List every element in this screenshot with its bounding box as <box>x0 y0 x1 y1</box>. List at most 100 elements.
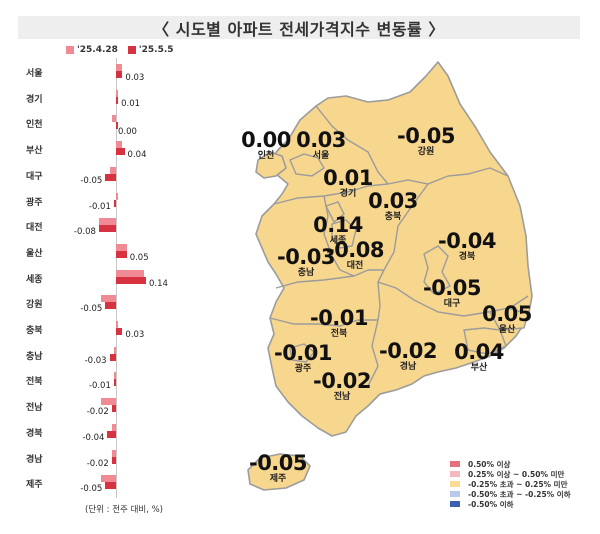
region-value: -0.05 <box>248 451 308 475</box>
bar-prev <box>116 243 127 251</box>
bar-curr <box>116 250 127 258</box>
map-region-대구: -0.05 대구 <box>423 278 482 310</box>
bar-curr <box>109 353 116 361</box>
bar-row: 대전 -0.08 <box>0 218 220 244</box>
category-label: 광주 <box>26 197 43 208</box>
bar-row: 세종 0.14 <box>0 269 220 296</box>
map-region-서울: 0.03 서울 <box>296 130 346 162</box>
value-label: -0.05 <box>80 304 103 315</box>
bar-row: 경기 0.01 <box>0 89 220 116</box>
legend-label: 0.50% 이상 <box>468 459 511 469</box>
value-label: -0.01 <box>88 201 111 212</box>
map-legend-item: 0.25% 이상 ~ 0.50% 미만 <box>450 469 571 479</box>
bar-prev <box>111 115 116 123</box>
bar-prev <box>101 295 116 303</box>
bar-prev <box>116 269 144 277</box>
region-value: -0.05 <box>396 124 456 148</box>
bar-prev <box>111 449 116 457</box>
bar-curr <box>113 379 116 387</box>
category-label: 경남 <box>26 454 43 465</box>
bar-prev <box>113 346 116 354</box>
map-legend-item: -0.50% 이하 <box>450 499 571 509</box>
legend-label: '25.4.28 <box>77 45 118 55</box>
bar-row: 울산 0.05 <box>0 243 220 270</box>
bar-curr <box>111 405 116 413</box>
korea-map: 0.00 인천 0.03 서울 -0.05 강원 0.01 경기 0.03 충북 0.14 세종 -0.… <box>228 56 568 496</box>
map-region-경기: 0.01 경기 <box>323 168 373 200</box>
category-label: 세종 <box>26 274 43 285</box>
legend-item-prev-week: '25.4.28 <box>66 45 118 55</box>
map-region-세종: 0.14 세종 <box>313 215 363 247</box>
map-legend: 0.50% 이상 0.25% 이상 ~ 0.50% 미만 -0.25% 초과 ~ 0… <box>450 459 571 509</box>
legend-item-this-week: '25.5.5 <box>127 45 174 55</box>
region-value: -0.03 <box>276 245 336 269</box>
category-label: 충남 <box>26 351 43 362</box>
bar-prev <box>111 423 116 431</box>
legend-label: -0.25% 초과 ~ 0.25% 미만 <box>468 479 568 489</box>
map-region-전남: -0.02 전남 <box>312 369 372 403</box>
map-region-충남: -0.03 충남 <box>276 245 336 279</box>
value-label: 0.05 <box>129 252 149 263</box>
category-label: 대전 <box>26 223 43 234</box>
legend-swatch <box>450 481 460 487</box>
value-label: 0.01 <box>121 98 141 109</box>
legend-label: '25.5.5 <box>138 45 174 55</box>
region-name: 대전 <box>346 261 364 271</box>
category-label: 강원 <box>26 300 43 311</box>
bar-curr <box>116 96 119 104</box>
value-label: -0.04 <box>82 432 105 443</box>
value-label: -0.05 <box>80 175 103 186</box>
region-name: 충남 <box>297 268 315 278</box>
bar-row: 인천 0.00 <box>0 115 220 141</box>
region-value: 0.04 <box>454 340 504 364</box>
region-value: -0.08 <box>325 238 385 262</box>
region-name: 울산 <box>498 325 516 335</box>
value-label: -0.05 <box>80 484 103 495</box>
category-label: 서울 <box>26 69 43 79</box>
bar-row: 대구 -0.05 <box>0 166 220 193</box>
region-value: -0.02 <box>378 339 438 363</box>
legend-label: -0.50% 이하 <box>468 499 514 509</box>
bar-curr <box>116 328 123 335</box>
value-label: -0.03 <box>84 355 107 366</box>
region-value: 0.14 <box>313 213 363 237</box>
region-name: 광주 <box>294 364 312 374</box>
value-label: -0.02 <box>86 458 109 469</box>
map-region-울산: 0.05 울산 <box>482 304 532 336</box>
region-value: -0.01 <box>309 306 369 330</box>
value-label: 0.03 <box>125 73 145 83</box>
bar-prev <box>101 398 116 406</box>
map-region-대전: -0.08 대전 <box>325 238 385 272</box>
bar-curr <box>116 71 123 78</box>
region-name: 경기 <box>339 189 357 199</box>
region-name: 경남 <box>399 362 417 372</box>
unit-note: (단위 : 전주 대비, %) <box>85 505 164 515</box>
bar-row: 경남 -0.02 <box>0 449 220 476</box>
region-value: -0.04 <box>437 229 497 253</box>
bar-prev <box>116 192 119 200</box>
region-value: 0.03 <box>368 189 418 213</box>
map-region-제주: -0.05 제주 <box>248 451 308 485</box>
bar-prev <box>101 475 116 483</box>
legend-swatch <box>450 491 460 497</box>
legend-swatch <box>450 471 460 477</box>
legend-swatch <box>127 46 136 54</box>
region-name: 인천 <box>257 151 275 161</box>
bar-curr <box>105 173 116 181</box>
region-name: 대구 <box>443 299 461 309</box>
bar-row: 부산 0.04 <box>0 141 220 167</box>
category-label: 제주 <box>26 480 43 491</box>
map-outline <box>247 61 533 491</box>
legend-swatch <box>450 501 460 507</box>
value-label: 0.14 <box>148 278 168 289</box>
legend-label: -0.50% 초과 ~ -0.25% 이하 <box>468 489 571 499</box>
region-value: -0.02 <box>312 369 372 393</box>
bar-row: 충남 -0.03 <box>0 346 220 373</box>
map-region-전북: -0.01 전북 <box>309 306 369 340</box>
map-region-부산: 0.04 부산 <box>454 342 504 374</box>
value-label: 0.03 <box>125 330 145 340</box>
map-region-경남: -0.02 경남 <box>378 339 438 373</box>
map-region-광주: -0.01 광주 <box>274 343 333 375</box>
map-region-강원: -0.05 강원 <box>396 124 456 158</box>
category-label: 경북 <box>26 428 43 439</box>
